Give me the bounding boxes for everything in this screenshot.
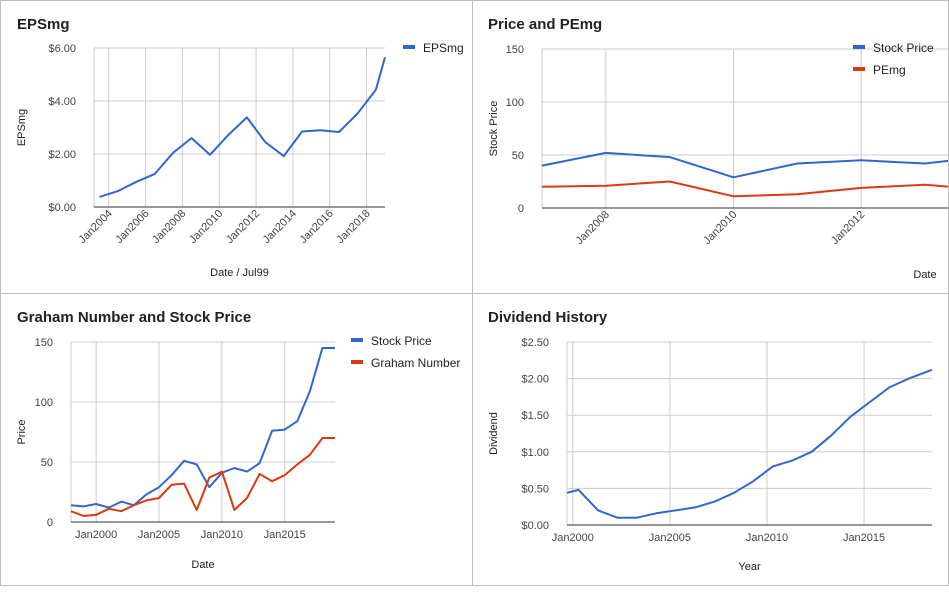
y-tick-label: $1.50	[521, 410, 549, 422]
x-tick-label: Jan2005	[138, 529, 180, 541]
x-tick-label: Jan2008	[150, 208, 188, 246]
x-tick-label: Jan2006	[113, 208, 151, 246]
y-axis-title: Price	[16, 419, 28, 444]
legend-label: EPSmg	[423, 41, 464, 55]
chart-panel-dividend: Dividend History $0.00 $0.50 $1.00 $1.50 $2.0…	[472, 293, 949, 586]
chart-dividend-history: Dividend History $0.00 $0.50 $1.00 $1.50 $2.0…	[488, 309, 933, 573]
x-axis-title: Date	[191, 559, 214, 571]
x-tick-label: Jan2016	[298, 208, 336, 246]
x-axis-title: Date	[913, 269, 936, 281]
series-line-stock-price	[70, 347, 335, 509]
y-axis-title: Stock Price	[488, 101, 500, 157]
series-line-graham-number	[70, 437, 335, 517]
x-tick-label: Jan2008	[574, 209, 612, 247]
y-tick-label: $0.00	[521, 520, 549, 532]
chart-price-pemg: Price and PEmg 0 50 100 150 Jan2008 Jan2010 Jan…	[488, 16, 948, 281]
x-tick-label: Jan2000	[75, 529, 117, 541]
legend-swatch	[853, 45, 865, 49]
y-axis-title: Dividend	[488, 412, 500, 455]
series-line-epsmg	[99, 57, 386, 198]
x-tick-label: Jan2018	[334, 208, 372, 246]
chart-title: Price and PEmg	[488, 16, 602, 33]
y-tick-label: 50	[41, 457, 53, 469]
y-tick-label: $2.00	[48, 149, 76, 161]
x-tick-label: Jan2010	[746, 532, 788, 544]
y-tick-label: $6.00	[48, 43, 76, 55]
y-tick-label: $4.00	[48, 96, 76, 108]
x-tick-label: Jan2004	[77, 208, 115, 246]
x-tick-label: Jan2010	[201, 529, 243, 541]
chart-title: Dividend History	[488, 309, 608, 326]
x-tick-label: Jan2012	[224, 208, 262, 246]
legend-label: Graham Number	[371, 356, 460, 370]
legend-label: Stock Price	[371, 334, 432, 348]
y-tick-label: 150	[35, 337, 53, 349]
y-tick-label: $0.50	[521, 483, 549, 495]
x-tick-label: Jan2015	[843, 532, 885, 544]
series-line-stock-price	[541, 151, 948, 179]
series-line-series-0	[566, 368, 933, 519]
legend-swatch	[351, 360, 363, 364]
legend-label: PEmg	[873, 63, 906, 77]
chart-panel-graham: Graham Number and Stock Price 0 50 100 150 Ja…	[0, 293, 473, 586]
chart-title: EPSmg	[17, 16, 70, 33]
legend-swatch	[403, 45, 415, 49]
y-tick-label: $2.00	[521, 374, 549, 386]
y-axis-title: EPSmg	[16, 109, 28, 146]
y-tick-label: 50	[512, 150, 524, 162]
legend-label: Stock Price	[873, 41, 934, 55]
chart-title: Graham Number and Stock Price	[17, 309, 251, 326]
chart-graham-number: Graham Number and Stock Price 0 50 100 150 Ja…	[16, 309, 460, 571]
x-tick-label: Jan2014	[261, 208, 299, 246]
y-tick-label: 0	[47, 517, 53, 529]
x-tick-label: Jan2000	[552, 532, 594, 544]
x-axis-title: Year	[738, 561, 761, 573]
chart-epsmg: EPSmg$0.00$2.00$4.00$6.00Jan2004Jan2006J…	[16, 16, 464, 279]
legend-swatch	[853, 67, 865, 71]
y-tick-label: $1.00	[521, 447, 549, 459]
x-axis-title: Date / Jul99	[210, 267, 269, 279]
x-tick-label: Jan2015	[264, 529, 306, 541]
y-tick-label: $2.50	[521, 337, 549, 349]
y-tick-label: 100	[506, 97, 524, 109]
x-tick-label: Jan2005	[649, 532, 691, 544]
legend-swatch	[351, 338, 363, 342]
x-tick-label: Jan2010	[187, 208, 225, 246]
series-line-pemg	[541, 180, 948, 198]
x-tick-label: Jan2012	[829, 209, 867, 247]
y-tick-label: 150	[506, 44, 524, 56]
y-tick-label: $0.00	[48, 202, 76, 214]
chart-panel-epsmg: EPSmg $0.00 $2.00 $4.00 $6.00 Jan2004 Jan2006 J…	[0, 0, 473, 294]
y-tick-label: 0	[518, 203, 524, 215]
x-tick-label: Jan2010	[701, 209, 739, 247]
chart-panel-price-pemg: Price and PEmg 0 50 100 150 Jan2008 Jan2010 Jan…	[472, 0, 949, 294]
y-tick-label: 100	[35, 397, 53, 409]
